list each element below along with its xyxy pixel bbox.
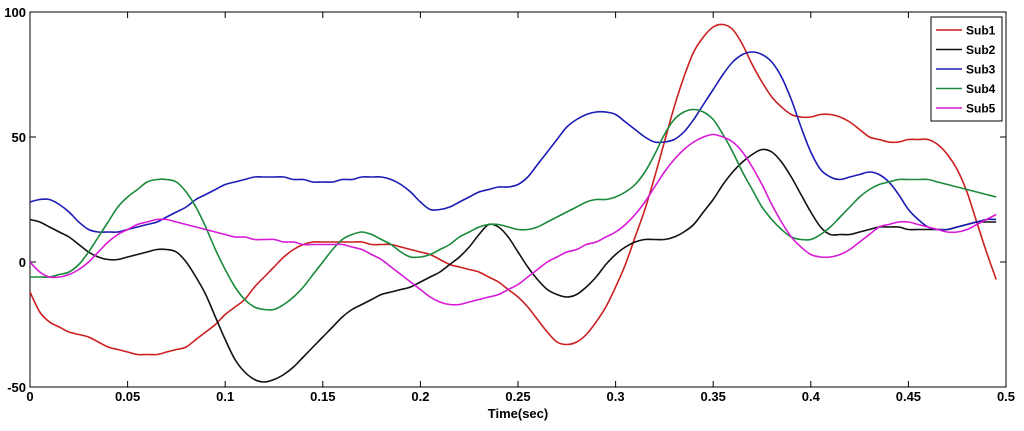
- x-tick-label: 0.5: [997, 389, 1015, 404]
- x-tick-label: 0.45: [896, 389, 921, 404]
- series-lines: [29, 23, 997, 383]
- legend-label-sub4: Sub4: [966, 82, 996, 96]
- y-tick-label: -50: [7, 380, 26, 395]
- legend-label-sub2: Sub2: [966, 43, 996, 57]
- x-tick-label: 0: [26, 389, 33, 404]
- y-tick-label: 50: [12, 130, 26, 145]
- x-tick-label: 0.2: [411, 389, 429, 404]
- legend-label-sub5: Sub5: [966, 102, 996, 116]
- axis-tick-labels: 0 0.05 0.1 0.15 0.2 0.25 0.3 0.35 0.4 0.45 0.5-500…: [4, 5, 1015, 404]
- series-line-sub5: [29, 133, 997, 306]
- x-tick-label: 0.4: [802, 389, 821, 404]
- legend: Sub1 Sub2 Sub3 Sub4 Sub5: [930, 16, 1003, 122]
- legend-label-sub1: Sub1: [966, 24, 996, 38]
- x-tick-label: 0.25: [505, 389, 530, 404]
- y-tick-label: 100: [4, 5, 26, 20]
- x-tick-label: 0.05: [115, 389, 140, 404]
- series-line-sub1: [29, 23, 997, 356]
- x-tick-label: 0.15: [310, 389, 335, 404]
- plot-area: [29, 11, 1007, 388]
- x-tick-label: 0.3: [607, 389, 625, 404]
- series-line-sub3: [29, 51, 997, 233]
- x-axis-label: Time(sec): [488, 406, 548, 421]
- y-tick-label: 0: [19, 255, 26, 270]
- series-line-sub2: [29, 148, 997, 383]
- x-tick-label: 0.35: [701, 389, 726, 404]
- axis-ticks: [29, 11, 1007, 388]
- series-line-sub4: [30, 108, 997, 311]
- legend-label-sub3: Sub3: [966, 63, 996, 77]
- x-tick-label: 0.1: [216, 389, 234, 404]
